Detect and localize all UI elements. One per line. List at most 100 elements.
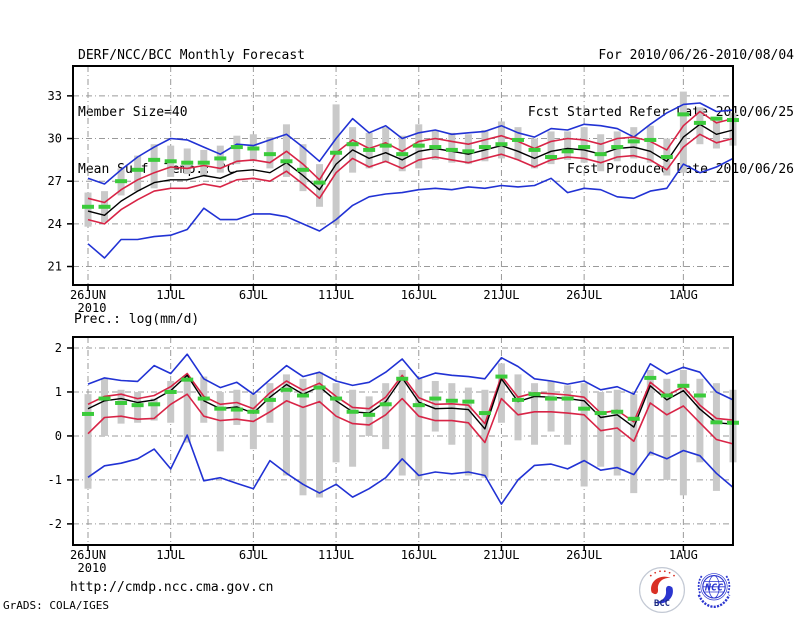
x-tick-label: 1AUG	[669, 548, 698, 562]
spread-bar	[712, 383, 720, 491]
spread-bar	[84, 394, 92, 489]
daily-marker-dash	[462, 149, 475, 154]
daily-marker-dash	[693, 120, 706, 125]
daily-marker-dash	[131, 167, 144, 172]
spread-bar	[216, 391, 224, 452]
spread-bar	[514, 127, 522, 160]
bcc-logo-icon: BCC	[639, 567, 685, 613]
daily-marker-dash	[230, 407, 243, 412]
spread-bar	[448, 132, 456, 163]
daily-marker-dash	[363, 147, 376, 152]
spread-bar	[497, 363, 505, 423]
daily-marker-dash	[511, 137, 524, 142]
daily-marker-dash	[330, 396, 343, 401]
spread-bar	[316, 372, 324, 498]
daily-marker-dash	[578, 406, 591, 411]
spread-bar	[547, 131, 555, 165]
ensemble-mean-line	[87, 374, 734, 430]
spread-bar	[150, 398, 158, 421]
spread-bar	[696, 378, 704, 463]
spread-bar	[117, 389, 125, 424]
daily-marker-dash	[280, 387, 293, 392]
daily-marker-dash	[363, 412, 376, 417]
daily-marker-dash	[693, 393, 706, 398]
x-tick-label: 11JUL	[318, 548, 354, 562]
ensemble-max-line	[87, 353, 734, 401]
x-tick-label: 26JUL	[566, 548, 602, 562]
ncc-logo-icon: NCC	[697, 573, 731, 609]
daily-marker-dash	[131, 403, 144, 408]
daily-marker-dash	[495, 142, 508, 147]
daily-marker-dash	[164, 389, 177, 394]
y-tick-label: -2	[48, 517, 62, 531]
x-tick-label: 6JUL	[239, 288, 268, 302]
daily-marker-dash	[495, 374, 508, 379]
bcc-logo-text: BCC	[654, 599, 670, 609]
spread-bar	[679, 369, 687, 496]
daily-marker-dash	[478, 145, 491, 150]
spread-bar	[101, 378, 109, 436]
spread-bar	[398, 369, 406, 476]
daily-marker-dash	[82, 411, 94, 416]
daily-marker-dash	[280, 159, 293, 164]
daily-marker-dashes	[82, 112, 739, 209]
daily-marker-dash	[379, 402, 392, 407]
y-tick-label: 0	[55, 429, 62, 443]
daily-marker-dash	[594, 411, 607, 416]
daily-marker-dash	[462, 399, 475, 404]
spread-bar	[233, 135, 241, 165]
spread-bar	[299, 378, 307, 496]
x-tick-label: 1JUL	[156, 548, 185, 562]
x-year-label: 2010	[78, 301, 107, 315]
spread-bar	[630, 394, 638, 494]
ensemble-min-line	[87, 434, 734, 505]
spread-bar	[431, 380, 439, 432]
daily-marker-dash	[247, 146, 260, 151]
spread-bar	[580, 127, 588, 163]
ncc-logo-text: NCC	[704, 582, 723, 593]
daily-marker-dash	[710, 116, 723, 121]
spread-bar	[663, 378, 671, 480]
spread-bar	[134, 391, 142, 423]
x-tick-label: 21JUL	[483, 548, 519, 562]
spread-bar	[316, 164, 324, 207]
spread-bar	[531, 383, 539, 445]
daily-marker-dash	[412, 143, 425, 148]
spread-bar	[299, 144, 307, 192]
chart-temperature: 21 24 27 30 33 26JUN 1JUL 6JUL 11JUL 16JUL 21JUL 26…	[48, 65, 739, 315]
upper-spread-line	[87, 110, 734, 204]
lower-spread-line	[87, 133, 734, 225]
member-spread-bars	[84, 91, 737, 227]
daily-marker-dash	[214, 156, 227, 161]
daily-marker-dash	[561, 396, 574, 401]
daily-marker-dash	[594, 152, 607, 157]
y-tick-label: 1	[55, 385, 62, 399]
spread-bar	[696, 107, 704, 145]
daily-marker-dash	[247, 409, 260, 414]
daily-marker-dash	[98, 396, 111, 401]
chart-precipitation: -2 -1 0 1 2 26JUN 1JUL 6JUL 11JUL 16JUL 21JUL 26JUL…	[48, 336, 739, 575]
spread-bar	[564, 385, 572, 445]
x-tick-label: 11JUL	[318, 288, 354, 302]
daily-marker-dash	[330, 150, 343, 155]
spread-bar	[332, 383, 340, 463]
y-tick-label: 24	[48, 217, 62, 231]
prec-chart-title: Prec.: log(mm/d)	[74, 312, 200, 327]
spread-bar	[282, 374, 290, 476]
daily-marker-dash	[98, 204, 111, 209]
daily-marker-dash	[197, 160, 210, 165]
spread-bar	[597, 391, 605, 467]
ensemble-mean-line	[87, 123, 734, 217]
daily-marker-dash	[164, 159, 177, 164]
daily-marker-dash	[230, 145, 243, 150]
daily-marker-dash	[263, 397, 276, 402]
spread-bar	[134, 155, 142, 192]
spread-bar	[646, 369, 654, 456]
daily-marker-dash	[511, 397, 524, 402]
x-tick-label: 1AUG	[669, 288, 698, 302]
spread-bar	[266, 383, 274, 423]
x-tick-label: 26JUL	[566, 288, 602, 302]
x-tick-label: 26JUN	[70, 548, 106, 562]
y-tick-label: -1	[48, 473, 62, 487]
